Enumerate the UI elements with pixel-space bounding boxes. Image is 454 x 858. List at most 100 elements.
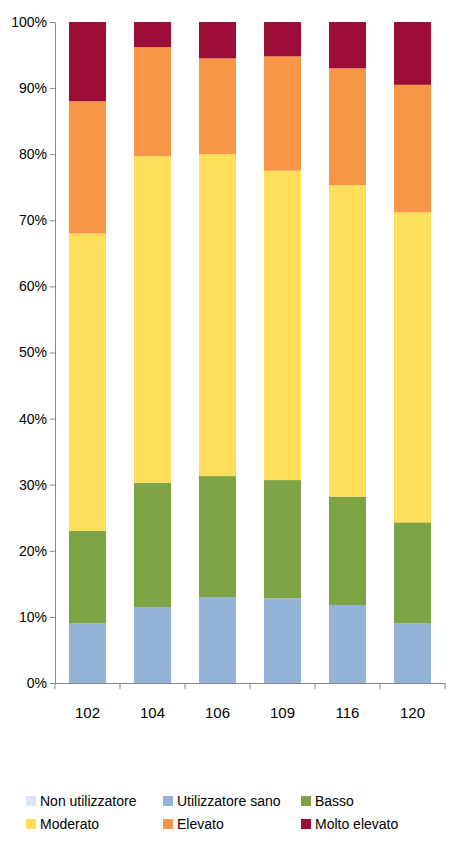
y-tick-label: 80% xyxy=(19,146,47,162)
y-tick-mark xyxy=(50,419,55,420)
legend-item: Non utilizzatore xyxy=(26,793,137,809)
legend-label: Moderato xyxy=(40,816,99,832)
legend-item: Elevato xyxy=(163,816,224,832)
bar-segment xyxy=(329,497,366,605)
y-tick: 10% xyxy=(19,609,55,625)
bar-segment xyxy=(69,531,106,624)
y-tick-label: 90% xyxy=(19,80,47,96)
legend-label: Utilizzatore sano xyxy=(177,793,281,809)
y-tick-mark xyxy=(50,154,55,155)
bar-segment xyxy=(264,22,301,56)
x-separator xyxy=(250,683,251,689)
bar-segment xyxy=(199,476,236,597)
legend-swatch xyxy=(163,819,173,829)
bar-segment xyxy=(264,56,301,170)
x-tick: 116 xyxy=(336,683,360,721)
x-tick: 104 xyxy=(140,683,165,721)
x-tick: 109 xyxy=(270,683,295,721)
legend-swatch xyxy=(163,796,173,806)
bar-segment xyxy=(329,605,366,683)
y-tick-mark xyxy=(50,617,55,618)
bar-segment xyxy=(69,234,106,531)
bar-segment xyxy=(394,85,431,213)
bar-segment xyxy=(134,47,171,156)
y-tick-mark xyxy=(50,286,55,287)
x-tick: 102 xyxy=(75,683,100,721)
plot: 0%10%20%30%40%50%60%70%80%90%100%1021041… xyxy=(11,14,445,721)
legend-label: Elevato xyxy=(177,816,224,832)
y-tick: 80% xyxy=(19,146,55,162)
bar-segment xyxy=(199,154,236,476)
y-tick: 70% xyxy=(19,212,55,228)
x-tick-label: 104 xyxy=(140,704,165,721)
y-tick: 30% xyxy=(19,477,55,493)
bars xyxy=(69,22,431,683)
bar-segment xyxy=(394,522,431,623)
legend: Non utilizzatore Utilizzatore sano Basso Mo… xyxy=(26,793,398,832)
x-tick: 106 xyxy=(205,683,230,721)
bar-segment xyxy=(329,22,366,68)
bar-segment xyxy=(69,22,106,101)
y-tick-mark xyxy=(50,683,55,684)
y-tick-label: 10% xyxy=(19,609,47,625)
y-tick-mark xyxy=(50,353,55,354)
x-tick-label: 116 xyxy=(336,704,360,721)
bar-segment xyxy=(134,22,171,47)
bar-segment xyxy=(199,597,236,683)
bar-segment xyxy=(329,185,366,496)
legend-item: Basso xyxy=(301,793,354,809)
y-tick: 60% xyxy=(19,278,55,294)
legend-label: Molto elevato xyxy=(315,816,398,832)
y-tick-label: 30% xyxy=(19,477,47,493)
legend-label: Non utilizzatore xyxy=(40,793,137,809)
y-tick: 0% xyxy=(27,675,55,691)
y-tick: 100% xyxy=(11,14,55,30)
y-tick-mark xyxy=(50,220,55,221)
x-separator xyxy=(120,683,121,689)
bar-segment xyxy=(329,68,366,185)
bar-segment xyxy=(264,171,301,480)
y-axis: 0% 10% 20% 30% 40% 50% 60% 70% 80% 90% 100% xyxy=(11,14,55,691)
y-tick-label: 100% xyxy=(11,14,47,30)
x-tick-label: 106 xyxy=(205,704,230,721)
y-tick-mark xyxy=(50,485,55,486)
x-axis: 102 104 106 109 116 120 xyxy=(55,683,446,721)
legend-item: Molto elevato xyxy=(301,816,398,832)
y-tick-label: 60% xyxy=(19,278,47,294)
x-tick-label: 109 xyxy=(270,704,295,721)
y-tick-label: 0% xyxy=(27,675,47,691)
y-tick-label: 50% xyxy=(19,344,47,360)
x-tick-label: 120 xyxy=(400,704,425,721)
legend-swatch xyxy=(26,819,36,829)
y-tick: 20% xyxy=(19,543,55,559)
bar-segment xyxy=(264,480,301,598)
x-separator xyxy=(185,683,186,689)
bar-segment xyxy=(394,212,431,522)
legend-item: Moderato xyxy=(26,816,99,832)
legend-item: Utilizzatore sano xyxy=(163,793,281,809)
y-tick-mark xyxy=(50,551,55,552)
legend-swatch xyxy=(301,796,311,806)
bar-segment xyxy=(264,598,301,683)
legend-swatch xyxy=(301,819,311,829)
x-separator xyxy=(315,683,316,689)
y-tick: 50% xyxy=(19,344,55,360)
y-tick-mark xyxy=(50,88,55,89)
y-tick: 40% xyxy=(19,411,55,427)
y-axis-line xyxy=(55,23,56,684)
x-separator xyxy=(445,683,446,689)
bar-segment xyxy=(134,483,171,607)
bar-segment xyxy=(394,22,431,85)
bar-segment xyxy=(69,101,106,233)
legend-label: Basso xyxy=(315,793,354,809)
y-tick: 90% xyxy=(19,80,55,96)
x-separator xyxy=(380,683,381,689)
y-tick-mark xyxy=(50,22,55,23)
bar-segment xyxy=(134,607,171,683)
bar-segment xyxy=(69,624,106,683)
bar-segment xyxy=(134,156,171,483)
bar-segment xyxy=(394,624,431,683)
y-tick-label: 20% xyxy=(19,543,47,559)
legend-swatch xyxy=(26,796,36,806)
bar-segment xyxy=(199,22,236,58)
